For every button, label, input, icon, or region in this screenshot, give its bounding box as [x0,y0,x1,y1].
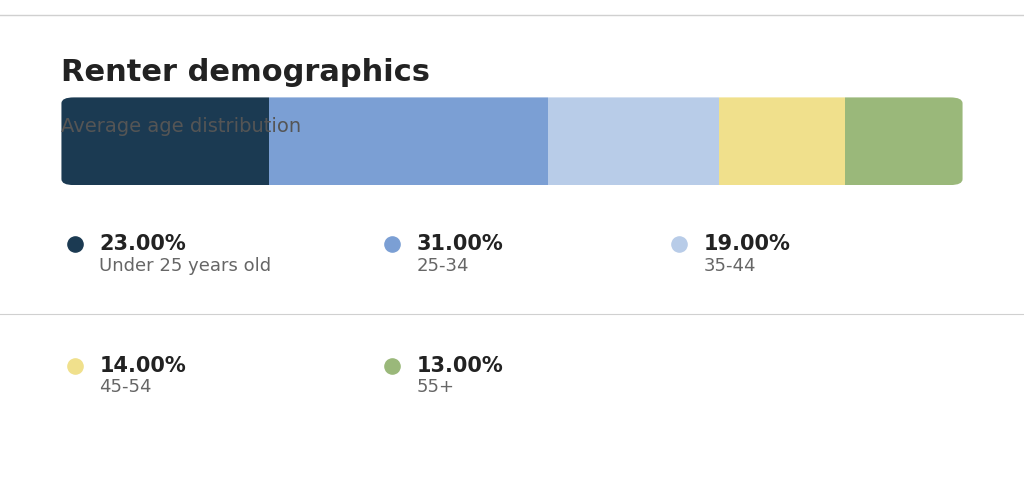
Bar [61,97,268,185]
Bar [719,97,846,185]
Text: 25-34: 25-34 [417,257,469,275]
Text: 13.00%: 13.00% [417,356,504,376]
Point [67,241,83,248]
Text: Average age distribution: Average age distribution [61,117,301,136]
Text: 31.00%: 31.00% [417,234,504,255]
Text: 14.00%: 14.00% [99,356,186,376]
Text: 19.00%: 19.00% [703,234,791,255]
Bar [268,97,548,185]
Bar [846,97,963,185]
Text: Renter demographics: Renter demographics [61,58,430,88]
Text: 35-44: 35-44 [703,257,756,275]
Text: 45-54: 45-54 [99,378,152,396]
Text: 23.00%: 23.00% [99,234,186,255]
Text: Under 25 years old: Under 25 years old [99,257,271,275]
Point [384,241,400,248]
Text: 55+: 55+ [417,378,455,396]
Bar [548,97,719,185]
Point [67,362,83,370]
Point [384,362,400,370]
Point [671,241,687,248]
